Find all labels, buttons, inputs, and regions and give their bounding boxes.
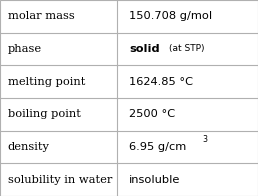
- Text: 150.708 g/mol: 150.708 g/mol: [129, 11, 212, 21]
- Text: 2500 °C: 2500 °C: [129, 109, 175, 119]
- Text: solubility in water: solubility in water: [8, 175, 112, 185]
- Text: 6.95 g/cm: 6.95 g/cm: [129, 142, 186, 152]
- Text: solid: solid: [129, 44, 160, 54]
- Text: density: density: [8, 142, 50, 152]
- Text: phase: phase: [8, 44, 42, 54]
- Text: (at STP): (at STP): [169, 44, 205, 54]
- Text: melting point: melting point: [8, 77, 85, 87]
- Text: 1624.85 °C: 1624.85 °C: [129, 77, 193, 87]
- Text: molar mass: molar mass: [8, 11, 75, 21]
- Text: 3: 3: [203, 135, 207, 144]
- Text: boiling point: boiling point: [8, 109, 80, 119]
- Text: insoluble: insoluble: [129, 175, 180, 185]
